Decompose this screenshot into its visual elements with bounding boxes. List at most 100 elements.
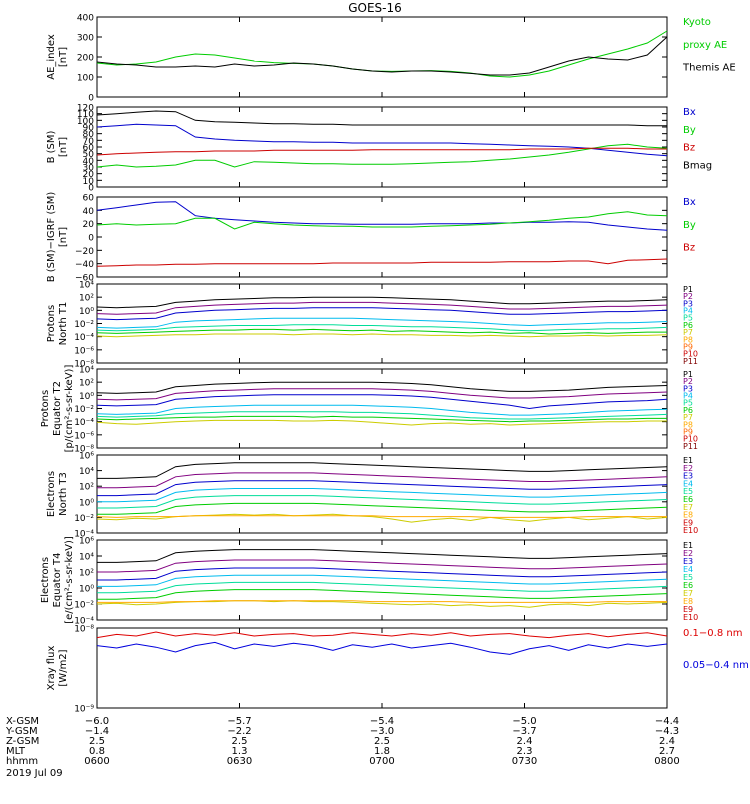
ephemeris-value: −6.0 xyxy=(85,716,109,727)
series-line-prot_north-p2 xyxy=(96,301,668,315)
legend-label: P4 xyxy=(683,307,693,316)
series-line-bsm-by xyxy=(96,143,668,168)
ephemeris-value: −2.2 xyxy=(227,726,251,737)
y-tick-label: 10⁻² xyxy=(74,601,94,611)
series-line-prot_north-p5 xyxy=(96,324,668,332)
y-tick-label: 10⁻⁸ xyxy=(74,360,94,370)
y-axis-label: Electrons xyxy=(40,557,51,603)
ephemeris-value: 0800 xyxy=(654,756,679,767)
legend-label: proxy AE xyxy=(683,40,727,51)
legend-label: P5 xyxy=(683,314,693,323)
y-tick-label: 0 xyxy=(88,184,94,194)
legend-label: E10 xyxy=(683,613,698,622)
y-tick-label: −40 xyxy=(75,260,94,270)
series-line-prot_eq-p3 xyxy=(96,394,668,410)
legend-label: E8 xyxy=(683,597,693,606)
legend-label: P10 xyxy=(683,435,698,444)
legend-label: Bmag xyxy=(683,160,712,171)
y-tick-label: 120 xyxy=(77,104,94,114)
y-axis-label: Equator T4 xyxy=(52,553,63,608)
series-line-bsm-bx xyxy=(96,123,668,157)
series-line-bigrf-bz xyxy=(96,258,668,267)
ephemeris-label: X-GSM xyxy=(6,716,39,727)
series-line-prot_north-p4 xyxy=(96,317,668,329)
series-line-elec_north-e5 xyxy=(97,495,668,509)
legend-label: By xyxy=(683,220,696,231)
panel-frame-bsm xyxy=(96,106,668,188)
y-tick-label: 40 xyxy=(83,157,95,167)
legend-label: P10 xyxy=(683,350,698,359)
legend-label: E4 xyxy=(683,565,693,574)
ephemeris-value: −3.7 xyxy=(512,726,536,737)
legend-label: 0.05−0.4 nm xyxy=(683,660,749,671)
legend-label: Bx xyxy=(683,197,696,208)
y-axis-label: Xray flux xyxy=(46,646,57,691)
y-tick-label: 10⁴ xyxy=(79,366,94,376)
series-line-bigrf-by xyxy=(96,211,668,230)
series-line-elec_eq-e5 xyxy=(97,581,668,594)
legend-label: E5 xyxy=(683,487,693,496)
y-tick-label: 10² xyxy=(79,379,94,389)
series-line-bsm-bz xyxy=(96,147,667,156)
series-line-elec_eq-e2 xyxy=(97,559,668,573)
legend-label: P9 xyxy=(683,427,693,436)
y-tick-label: 10² xyxy=(79,569,94,579)
y-axis-label: [p/(cm²-s-sr-keV)] xyxy=(64,365,75,453)
y-tick-label: 10⁴ xyxy=(79,467,94,477)
y-axis-label: [nT] xyxy=(58,137,69,157)
ephemeris-label: MLT xyxy=(6,746,26,757)
ephemeris-value: 2.5 xyxy=(374,736,390,747)
y-tick-label: −20 xyxy=(75,247,94,257)
legend-label: E9 xyxy=(683,518,693,527)
legend-label: P11 xyxy=(683,442,698,451)
y-tick-label: 10⁻⁴ xyxy=(74,617,94,627)
legend-label: P7 xyxy=(683,328,693,337)
y-tick-label: 0 xyxy=(88,234,94,244)
y-tick-label: 40 xyxy=(83,207,95,217)
y-tick-label: 200 xyxy=(77,54,94,64)
series-line-elec_north-e7 xyxy=(96,513,668,523)
ephemeris-value: 1.3 xyxy=(232,746,248,757)
legend-label: E5 xyxy=(683,573,693,582)
y-tick-label: 90 xyxy=(83,124,95,134)
y-tick-label: 80 xyxy=(83,130,95,140)
y-tick-label: 400 xyxy=(77,14,94,24)
legend-label: By xyxy=(683,125,696,136)
ephemeris-value: −5.7 xyxy=(227,716,251,727)
y-tick-label: 300 xyxy=(77,34,94,44)
ephemeris-value: 2.5 xyxy=(89,736,105,747)
series-line-prot_north-p1 xyxy=(96,296,668,309)
y-tick-label: 110 xyxy=(77,110,94,120)
series-line-prot_eq-p2 xyxy=(96,388,668,401)
ephemeris-label: Z-GSM xyxy=(6,736,39,747)
ephemeris-value: 2.3 xyxy=(517,746,533,757)
y-tick-label: 30 xyxy=(83,164,95,174)
y-tick-label: 10⁴ xyxy=(79,553,94,563)
y-tick-label: 10⁶ xyxy=(79,452,94,462)
y-tick-label: 10⁰ xyxy=(79,585,94,595)
y-tick-label: 70 xyxy=(83,137,95,147)
series-line-elec_eq-e4 xyxy=(97,574,668,587)
legend-label: P3 xyxy=(683,384,693,393)
legend-label: E4 xyxy=(683,479,693,488)
legend-label: E10 xyxy=(683,526,698,535)
series-line-xray-0-1-0-8-nm xyxy=(96,631,668,639)
legend-label: E1 xyxy=(683,456,693,465)
legend-label: P8 xyxy=(683,420,693,429)
legend-label: Themis AE xyxy=(682,63,736,74)
series-line-elec_eq-e6 xyxy=(97,589,668,600)
legend-label: E6 xyxy=(683,581,693,590)
ephemeris-value: −4.3 xyxy=(655,726,679,737)
legend-label: P3 xyxy=(683,299,693,308)
legend-label: E9 xyxy=(683,605,693,614)
y-tick-label: 10⁻⁶ xyxy=(74,346,94,356)
series-line-ae-kyoto-proxy-ae xyxy=(96,30,668,78)
y-tick-label: 10² xyxy=(79,294,94,304)
y-tick-label: 10⁰ xyxy=(79,307,94,317)
y-axis-label: Electrons xyxy=(46,471,57,517)
y-tick-label: 10⁻⁴ xyxy=(74,418,94,428)
y-tick-label: 50 xyxy=(83,150,95,160)
ephemeris-value: 2.5 xyxy=(232,736,248,747)
series-line-elec_north-e1 xyxy=(97,462,668,479)
